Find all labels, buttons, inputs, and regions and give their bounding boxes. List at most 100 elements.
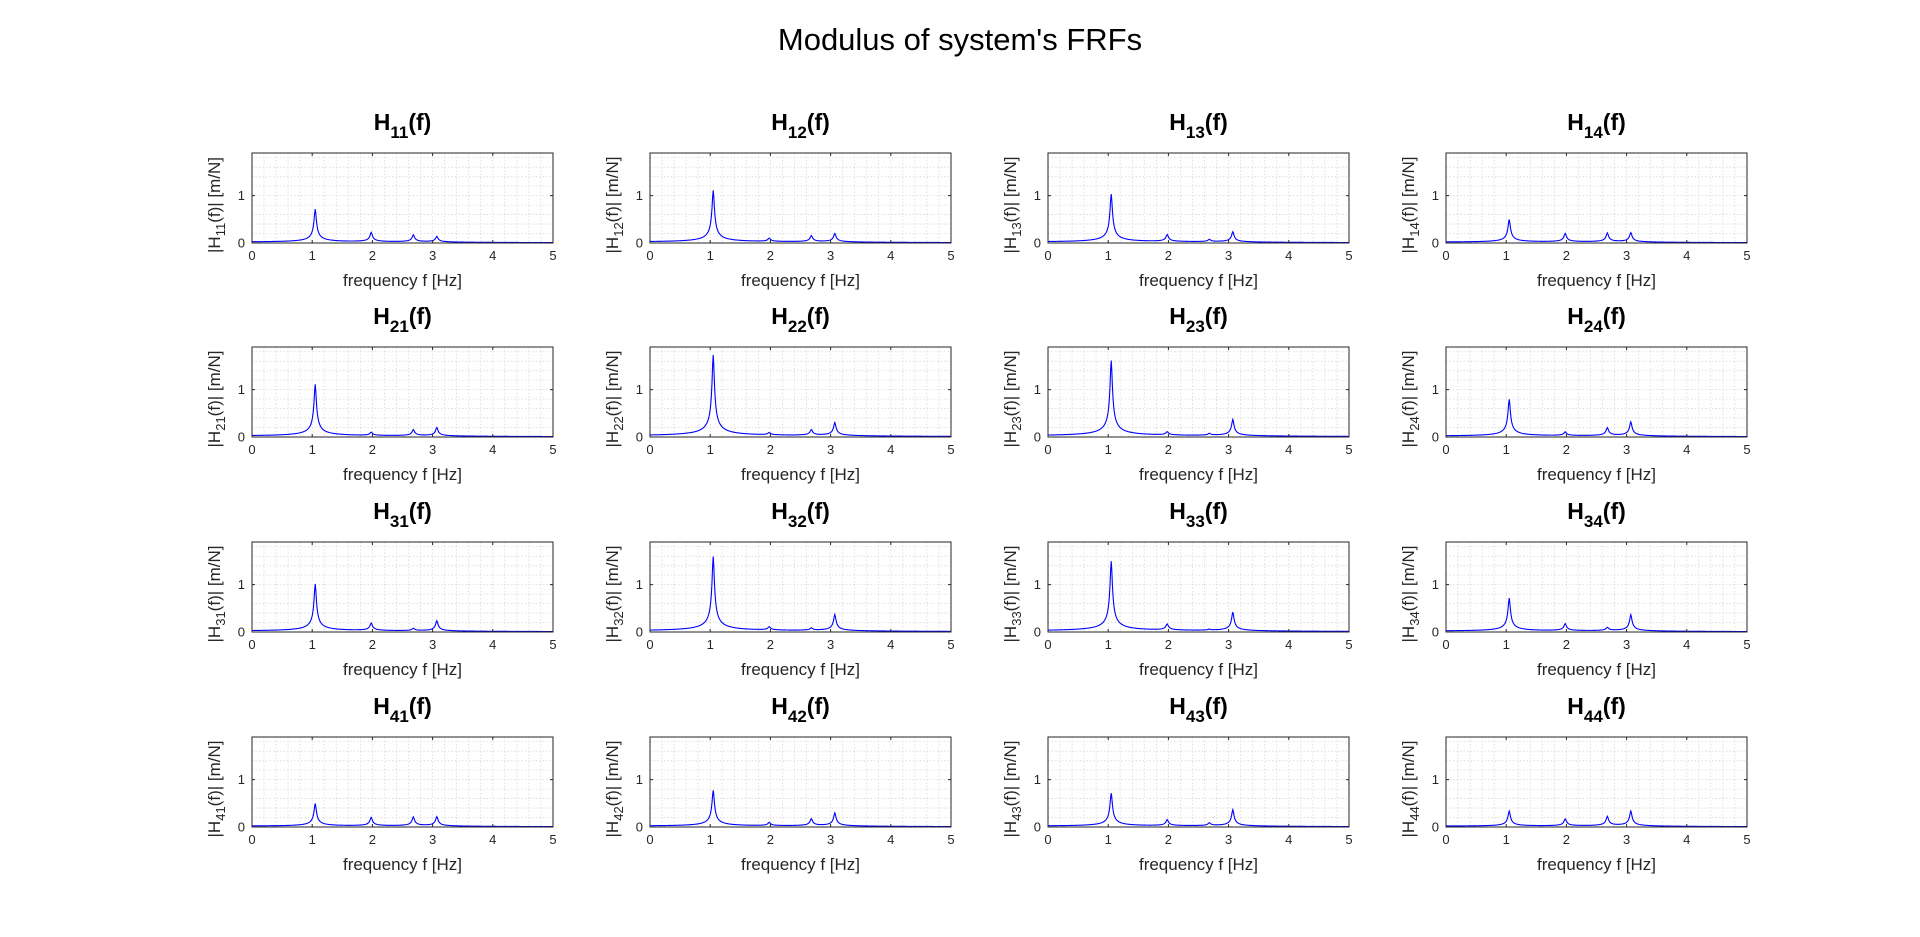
y-tick-label: 1 — [1034, 577, 1041, 592]
y-tick-label: 1 — [636, 188, 643, 203]
x-tick-label: 1 — [1503, 248, 1510, 263]
axes-box — [649, 541, 952, 633]
y-tick-label: 0 — [636, 625, 643, 640]
x-tick-label: 3 — [429, 248, 436, 263]
plot-area — [1048, 737, 1349, 827]
subplot-41: 0 1 2 3 4 5 0 1 frequency f [Hz] H41(f) |H41(f)| [… — [205, 693, 557, 874]
x-tick-label: 2 — [1165, 637, 1172, 652]
subplot-33: 0 1 2 3 4 5 0 1 frequency f [Hz] H33(f) |H33(f)| [… — [1001, 498, 1353, 679]
frf-series-line — [1446, 809, 1748, 828]
x-tick-label: 0 — [248, 248, 255, 263]
x-tick-label: 1 — [309, 442, 316, 457]
x-axis-label: frequency f [Hz] — [1139, 465, 1258, 484]
y-tick-label: 0 — [1432, 236, 1439, 251]
frf-series-line — [251, 583, 554, 633]
y-axis-label: |H41(f)| [m/N] — [205, 741, 228, 838]
subplot-12: 0 1 2 3 4 5 0 1 frequency f [Hz] H12(f) |H12(f)| [… — [603, 109, 955, 290]
subplot-title: H24(f) — [1567, 303, 1626, 336]
y-axis-label: |H31(f)| [m/N] — [205, 546, 228, 643]
y-axis-label: |H12(f)| [m/N] — [603, 157, 626, 254]
x-tick-label: 1 — [1503, 442, 1510, 457]
y-axis-label: |H22(f)| [m/N] — [603, 351, 626, 448]
y-tick-label: 0 — [1432, 625, 1439, 640]
frf-series-line — [251, 209, 554, 244]
axes-box — [649, 152, 952, 244]
x-tick-label: 1 — [1503, 832, 1510, 847]
x-tick-label: 2 — [369, 248, 376, 263]
x-tick-label: 1 — [309, 248, 316, 263]
x-tick-label: 0 — [1044, 832, 1051, 847]
plot-area — [1048, 347, 1349, 437]
y-tick-label: 1 — [238, 577, 245, 592]
subplot-title: H14(f) — [1567, 109, 1626, 142]
y-tick-label: 1 — [636, 772, 643, 787]
axes-box — [649, 346, 952, 438]
x-tick-label: 2 — [1165, 248, 1172, 263]
subplot-title: H41(f) — [373, 693, 432, 726]
x-tick-label: 0 — [646, 442, 653, 457]
x-tick-label: 5 — [549, 248, 556, 263]
subplot-31: 0 1 2 3 4 5 0 1 frequency f [Hz] H31(f) |H31(f)| [… — [205, 498, 557, 679]
axes-box — [1445, 736, 1748, 828]
subplot-34: 0 1 2 3 4 5 0 1 frequency f [Hz] H34(f) |H34(f)| [… — [1399, 498, 1751, 679]
plot-area — [1048, 542, 1349, 632]
x-tick-label: 5 — [1743, 832, 1750, 847]
frf-series-line — [1446, 598, 1747, 633]
x-tick-label: 4 — [1683, 637, 1690, 652]
x-tick-label: 0 — [1442, 442, 1449, 457]
x-tick-label: 3 — [1623, 248, 1630, 263]
y-tick-label: 0 — [1034, 430, 1041, 445]
x-tick-label: 2 — [369, 832, 376, 847]
x-tick-label: 4 — [887, 832, 894, 847]
x-tick-label: 1 — [707, 832, 714, 847]
x-tick-label: 4 — [887, 248, 894, 263]
x-tick-label: 4 — [1285, 832, 1292, 847]
subplot-32: 0 1 2 3 4 5 0 1 frequency f [Hz] H32(f) |H32(f)| [… — [603, 498, 955, 679]
y-axis-label: |H13(f)| [m/N] — [1001, 157, 1024, 254]
x-tick-label: 1 — [707, 248, 714, 263]
axes-box — [251, 736, 554, 828]
x-tick-label: 1 — [1503, 637, 1510, 652]
subplot-title: H21(f) — [373, 303, 432, 336]
x-tick-label: 1 — [1105, 248, 1112, 263]
x-tick-label: 4 — [489, 832, 496, 847]
axes-box — [1047, 541, 1350, 633]
x-tick-label: 0 — [1044, 248, 1051, 263]
y-tick-label: 1 — [1034, 188, 1041, 203]
subplot-11: 0 1 2 3 4 5 0 1 frequency f [Hz] H11(f) |H11(f)| [… — [205, 109, 557, 290]
axes-box — [1445, 152, 1748, 244]
x-axis-label: frequency f [Hz] — [1537, 271, 1656, 290]
subplot-13: 0 1 2 3 4 5 0 1 frequency f [Hz] H13(f) |H13(f)| [… — [1001, 109, 1353, 290]
frf-series-line — [649, 190, 951, 244]
x-axis-label: frequency f [Hz] — [343, 855, 462, 874]
x-tick-label: 3 — [827, 442, 834, 457]
x-tick-label: 0 — [646, 637, 653, 652]
axes-box — [1047, 152, 1350, 244]
y-axis-label: |H23(f)| [m/N] — [1001, 351, 1024, 448]
x-tick-label: 4 — [489, 442, 496, 457]
x-tick-label: 3 — [1225, 248, 1232, 263]
x-tick-label: 2 — [1563, 248, 1570, 263]
y-axis-label: |H11(f)| [m/N] — [205, 157, 228, 253]
x-tick-label: 3 — [827, 637, 834, 652]
x-tick-label: 2 — [369, 442, 376, 457]
x-tick-label: 3 — [1623, 442, 1630, 457]
x-tick-label: 3 — [1225, 637, 1232, 652]
y-tick-label: 1 — [1034, 382, 1041, 397]
x-tick-label: 5 — [549, 442, 556, 457]
subplot-title: H34(f) — [1567, 498, 1626, 531]
subplot-title: H43(f) — [1169, 693, 1228, 726]
x-tick-label: 5 — [947, 248, 954, 263]
x-tick-label: 0 — [248, 832, 255, 847]
y-tick-label: 0 — [238, 820, 245, 835]
x-axis-label: frequency f [Hz] — [741, 855, 860, 874]
y-tick-label: 1 — [238, 382, 245, 397]
y-tick-label: 0 — [1034, 820, 1041, 835]
x-tick-label: 1 — [1105, 832, 1112, 847]
frf-series-line — [649, 556, 951, 632]
y-tick-label: 0 — [1034, 625, 1041, 640]
x-axis-label: frequency f [Hz] — [343, 660, 462, 679]
subplot-22: 0 1 2 3 4 5 0 1 frequency f [Hz] H22(f) |H22(f)| [… — [603, 303, 955, 484]
axes-box — [1445, 541, 1748, 633]
